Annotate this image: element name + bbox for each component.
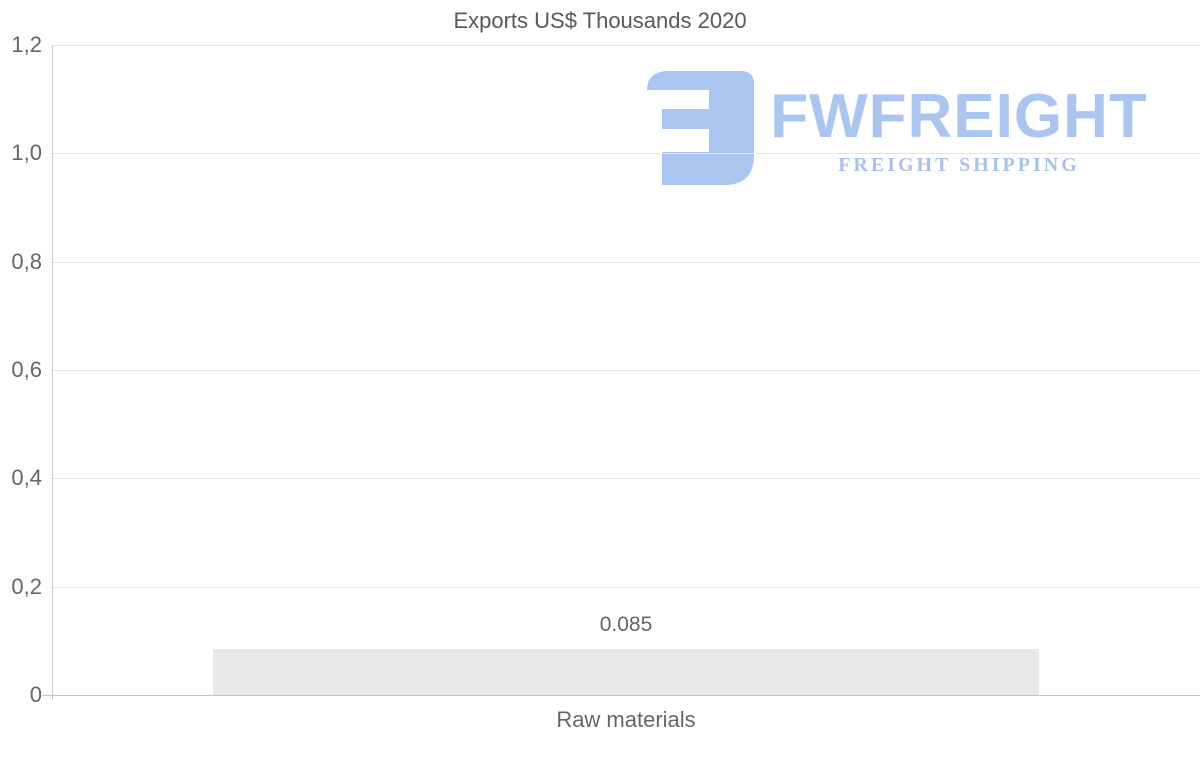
fwfreight-watermark: FWFREIGHT FREIGHT SHIPPING — [647, 71, 1167, 191]
y-axis-tick-label: 0 — [29, 682, 42, 707]
y-axis-tick-label: 0,6 — [11, 357, 42, 382]
x-axis-baseline — [42, 695, 1200, 696]
bar-raw-materials — [213, 648, 1039, 695]
y-axis-tick-label: 0,4 — [11, 465, 42, 491]
bar-value-label: 0.085 — [599, 612, 653, 636]
y-axis-tick-label: 0,8 — [11, 248, 42, 274]
y-gridline — [52, 153, 1200, 155]
brand-tagline: FREIGHT SHIPPING — [838, 154, 1080, 176]
y-gridline — [52, 45, 1200, 46]
y-gridline — [52, 586, 1200, 588]
logo-text-block: FWFREIGHT FREIGHT SHIPPING — [768, 82, 1150, 177]
brand-name: FWFREIGHT — [770, 82, 1148, 151]
chart-title: Exports US$ Thousands 2020 — [453, 8, 747, 33]
fwfreight-logo-icon — [647, 71, 754, 185]
y-axis-tick-label: 1,0 — [11, 140, 42, 166]
y-axis-tick-label: 1,2 — [11, 32, 42, 57]
x-axis-category-label: Raw materials — [556, 707, 696, 732]
y-gridline — [52, 478, 1200, 480]
y-axis-tick-label: 0,2 — [11, 573, 42, 599]
y-gridline — [52, 370, 1200, 371]
y-axis-line — [52, 45, 53, 700]
y-gridline — [52, 261, 1200, 263]
